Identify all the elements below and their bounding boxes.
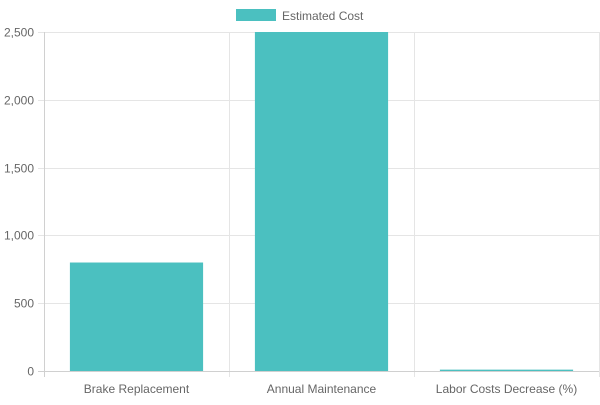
y-tick-label: 1,000 <box>4 229 34 243</box>
bar[interactable] <box>254 32 389 371</box>
x-tick-label: Annual Maintenance <box>267 382 377 396</box>
x-tick-label: Labor Costs Decrease (%) <box>436 382 577 396</box>
legend-swatch[interactable] <box>236 9 276 21</box>
y-tick-label: 2,000 <box>4 94 34 108</box>
y-tick-label: 500 <box>14 297 34 311</box>
y-tick-labels: 0 500 1,000 1,500 2,000 2,500 <box>4 26 34 379</box>
x-tick-labels: Brake Replacement Annual Maintenance Labor… <box>84 382 577 396</box>
x-tick-label: Brake Replacement <box>84 382 190 396</box>
bars <box>69 32 574 371</box>
y-tick-label: 0 <box>27 365 34 379</box>
legend[interactable]: Estimated Cost <box>236 9 364 23</box>
axes <box>38 32 599 377</box>
y-tick-label: 2,500 <box>4 26 34 40</box>
y-tick-label: 1,500 <box>4 162 34 176</box>
bar[interactable] <box>69 262 204 371</box>
bar[interactable] <box>439 369 574 371</box>
legend-label[interactable]: Estimated Cost <box>282 9 364 23</box>
